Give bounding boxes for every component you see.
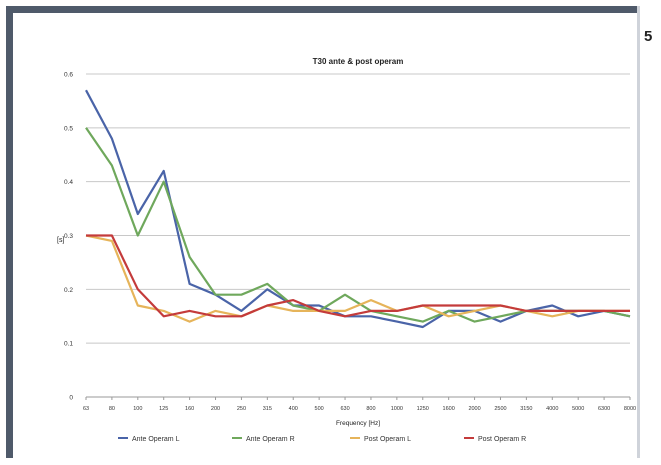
x-tick-label: 1000 xyxy=(391,406,403,412)
frame-shadow xyxy=(637,6,640,458)
x-tick-label: 4000 xyxy=(546,406,558,412)
x-tick-label: 3150 xyxy=(520,406,532,412)
y-tick-label: 0.6 xyxy=(64,72,73,79)
x-tick-label: 125 xyxy=(159,406,168,412)
x-tick-label: 315 xyxy=(263,406,272,412)
series-line-3 xyxy=(85,234,630,323)
x-tick-label: 500 xyxy=(315,406,324,412)
series-line-1 xyxy=(85,89,631,329)
x-tick-label: 80 xyxy=(109,406,115,412)
page-number: 5 xyxy=(644,28,653,45)
series-line-4 xyxy=(86,234,630,318)
x-tick-label: 1250 xyxy=(417,406,429,412)
x-tick-label: 1600 xyxy=(443,406,455,412)
x-tick-label: 6300 xyxy=(598,406,610,412)
y-tick-labels: 0 0.1 0.2 0.3 0.4 0.5 0.6 xyxy=(64,72,73,402)
x-tick-label: 800 xyxy=(366,406,375,412)
y-tick-label: 0.1 xyxy=(64,341,73,348)
x-tick-label: 5000 xyxy=(572,406,584,412)
y-tick-label: 0.2 xyxy=(64,287,73,294)
y-tick-label: 0.5 xyxy=(64,125,73,132)
legend: Ante Operam L Ante Operam R Post Operam L P… xyxy=(118,436,526,443)
x-tick-label: 2500 xyxy=(494,406,506,412)
legend-label: Post Operam L xyxy=(364,436,411,443)
x-tick-label: 400 xyxy=(289,406,298,412)
x-tick-label: 2000 xyxy=(468,406,480,412)
series-line-2 xyxy=(85,127,631,323)
legend-label: Ante Operam L xyxy=(132,436,180,443)
x-tick-label: 200 xyxy=(211,406,220,412)
x-tick-label: 63 xyxy=(83,406,89,412)
grid-lines xyxy=(85,73,631,400)
x-tick-labels: 63 80 100 125 160 200 250 315 400 500 630 800 1000 12… xyxy=(83,406,636,412)
y-axis-label: [s] xyxy=(57,237,64,244)
y-tick-label: 0.4 xyxy=(64,179,73,186)
x-tick-label: 250 xyxy=(237,406,246,412)
legend-label: Post Operam R xyxy=(478,436,526,443)
x-tick-label: 160 xyxy=(185,406,194,412)
chart-frame xyxy=(6,6,637,458)
x-tick-label: 8000 xyxy=(624,406,636,412)
chart-title: T30 ante & post operam xyxy=(313,57,404,66)
y-tick-label: 0.3 xyxy=(64,233,73,240)
y-tick-label: 0 xyxy=(69,395,73,402)
series-lines xyxy=(85,89,631,329)
x-tick-label: 630 xyxy=(340,406,349,412)
legend-label: Ante Operam R xyxy=(246,436,295,443)
x-tick-label: 100 xyxy=(133,406,142,412)
x-axis-label: Frequency [Hz] xyxy=(336,420,380,427)
